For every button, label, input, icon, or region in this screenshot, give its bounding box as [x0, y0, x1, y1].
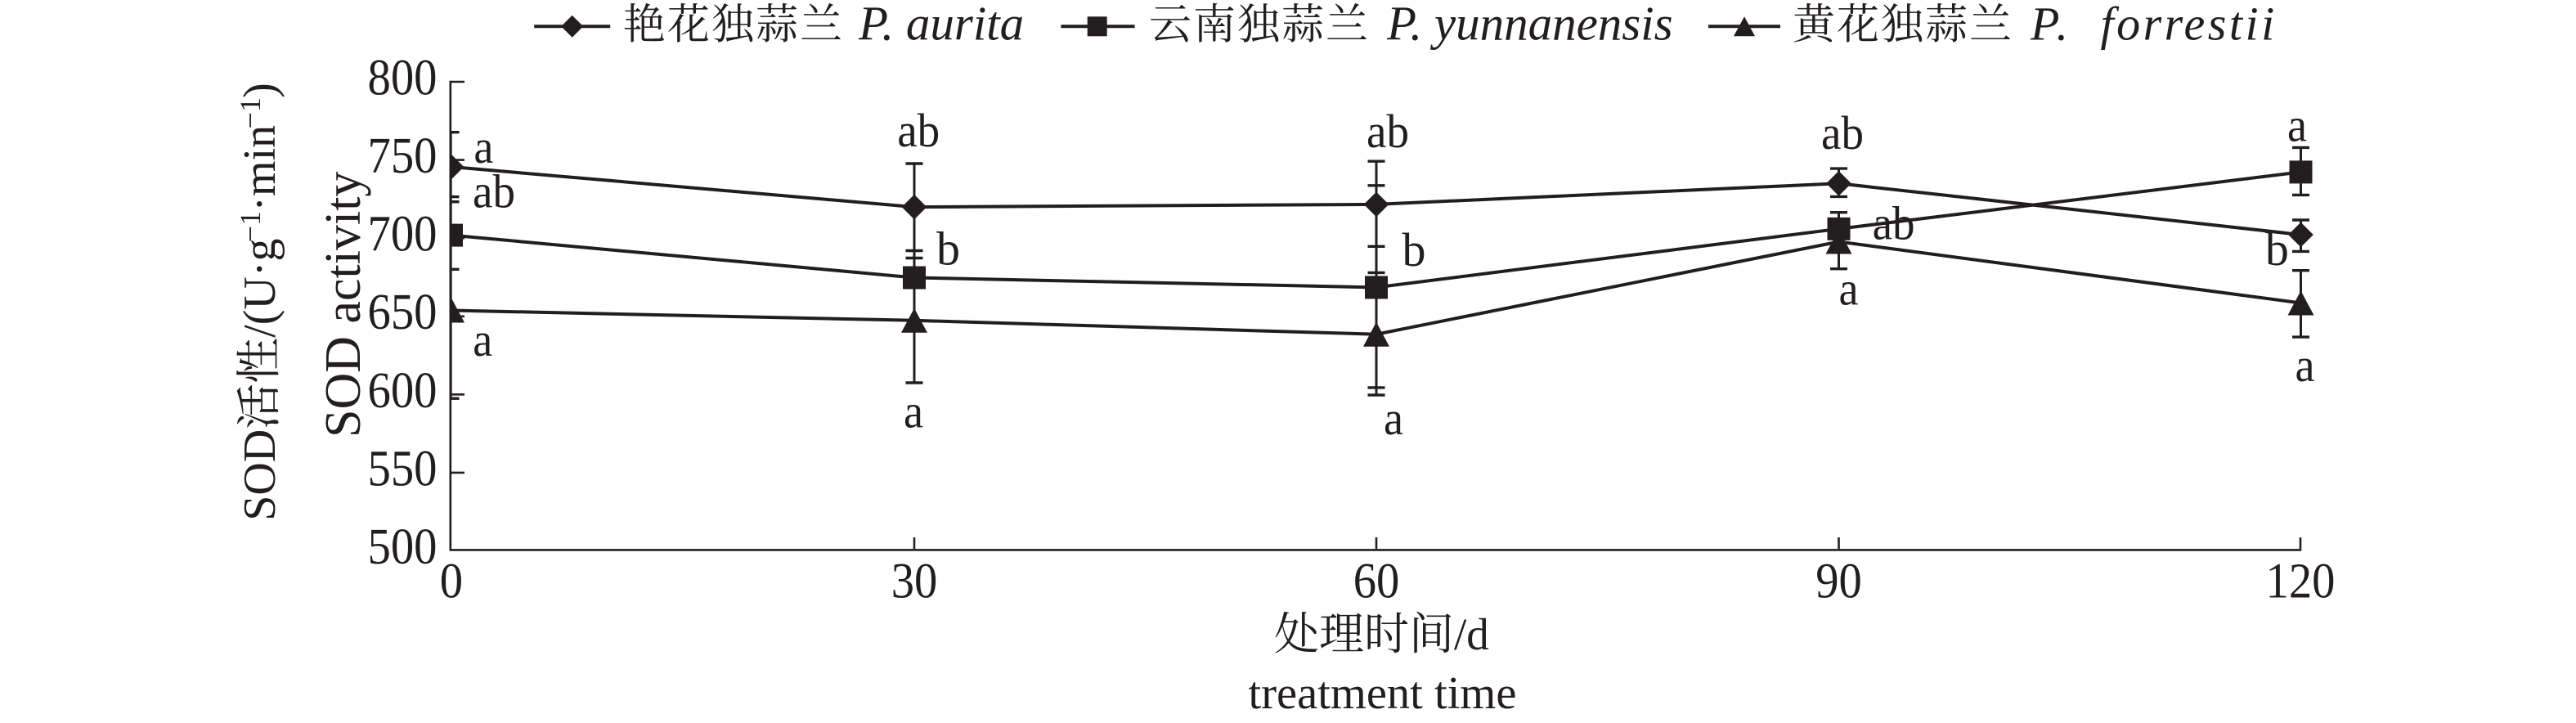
svg-text:b: b [936, 222, 960, 276]
svg-text:b: b [2265, 222, 2289, 276]
svg-text:b: b [1402, 223, 1426, 276]
svg-text:a: a [473, 120, 493, 173]
svg-text:550: 550 [368, 439, 438, 496]
svg-text:0: 0 [440, 555, 463, 609]
svg-text:a: a [2287, 99, 2307, 152]
svg-text:ab: ab [897, 104, 940, 157]
svg-text:−1: −1 [234, 97, 267, 128]
svg-text:700: 700 [368, 205, 438, 263]
svg-text:a: a [1384, 392, 1403, 445]
svg-text:120: 120 [2266, 555, 2336, 609]
svg-text:P. yunnanensis: P. yunnanensis [1386, 0, 1673, 51]
svg-text:ab: ab [1821, 106, 1864, 159]
svg-text:SOD activity: SOD activity [316, 172, 371, 438]
svg-text:treatment time: treatment time [1249, 668, 1517, 719]
svg-text:/(U·g: /(U·g [235, 239, 285, 338]
svg-text:500: 500 [368, 518, 438, 575]
svg-text:a: a [473, 313, 492, 366]
svg-text:750: 750 [368, 127, 438, 184]
svg-text:/d: /d [1454, 609, 1489, 659]
svg-text:): ) [235, 83, 285, 98]
svg-text:a: a [1839, 263, 1859, 316]
svg-text:−1: −1 [234, 211, 267, 242]
svg-text:650: 650 [368, 283, 438, 340]
svg-text:90: 90 [1815, 555, 1862, 609]
svg-text:ab: ab [1873, 197, 1915, 250]
svg-text:60: 60 [1353, 555, 1400, 609]
svg-text:ab: ab [1367, 105, 1409, 158]
svg-text:600: 600 [368, 362, 438, 419]
svg-text:P. aurita: P. aurita [858, 0, 1024, 51]
svg-text:800: 800 [368, 49, 438, 106]
svg-text:ab: ab [473, 164, 515, 218]
svg-text:P. forrestii: P. forrestii [2030, 0, 2278, 51]
svg-text:30: 30 [891, 555, 938, 609]
svg-text:a: a [904, 385, 923, 438]
svg-text:·min: ·min [235, 125, 285, 212]
svg-text:SOD: SOD [235, 429, 285, 521]
svg-text:a: a [2296, 339, 2315, 392]
